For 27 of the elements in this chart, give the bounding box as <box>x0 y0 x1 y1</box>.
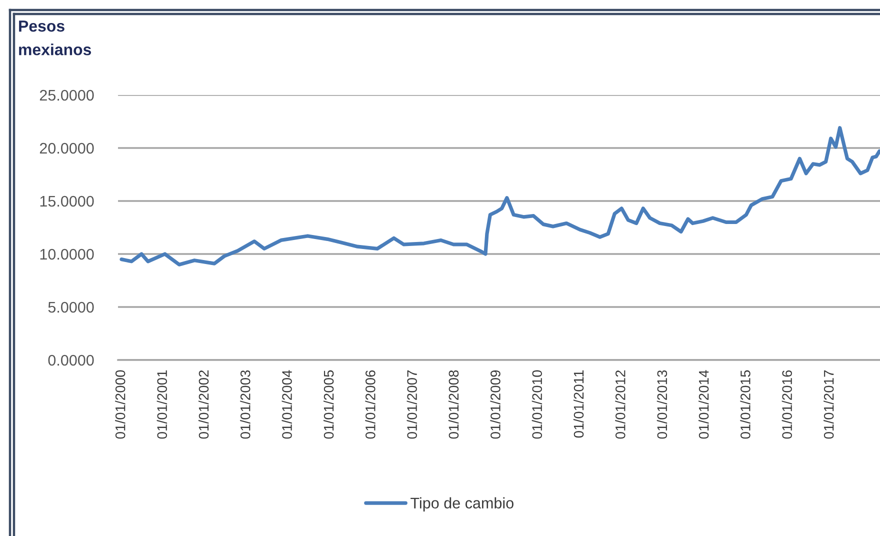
x-tick-label: 01/01/2008 <box>448 370 459 439</box>
y-tick-label: 20.0000 <box>40 142 94 154</box>
x-tick-label: 01/01/2006 <box>365 370 376 439</box>
x-tick-label: 01/01/2010 <box>532 370 542 439</box>
x-tick-label: 01/01/2007 <box>406 370 417 439</box>
y-tick-label: 15.0000 <box>40 196 94 207</box>
x-tick-label: 01/01/2005 <box>324 370 334 439</box>
x-tick-label: 01/01/2001 <box>156 370 168 439</box>
x-tick-label: 01/01/2009 <box>490 370 500 439</box>
x-tick-label: 01/01/2012 <box>615 370 626 439</box>
y-tick-label: 5.0000 <box>48 302 94 313</box>
y-axis-title: Pesos mexianos <box>19 20 92 56</box>
x-tick-label: 01/01/2002 <box>198 370 209 439</box>
x-tick-label: 01/01/2014 <box>698 370 709 439</box>
x-tick-label: 01/01/2000 <box>115 370 126 439</box>
x-tick-label: 01/01/2003 <box>240 370 250 439</box>
y-tick-label: 0.0000 <box>48 354 94 366</box>
line-series <box>120 126 880 266</box>
x-tick-label: 01/01/2015 <box>740 370 750 439</box>
x-tick-label: 01/01/2016 <box>782 370 792 439</box>
x-tick-label: 01/01/2011 <box>573 370 584 438</box>
x-tick-label: 01/01/2017 <box>824 370 834 439</box>
x-tick-label: 01/01/2013 <box>656 370 668 439</box>
y-tick-label: 25.0000 <box>40 90 94 101</box>
y-tick-label: 10.0000 <box>40 248 94 260</box>
legend-label: Tipo de cambio <box>410 497 514 512</box>
x-tick-label: 01/01/2004 <box>282 370 292 439</box>
